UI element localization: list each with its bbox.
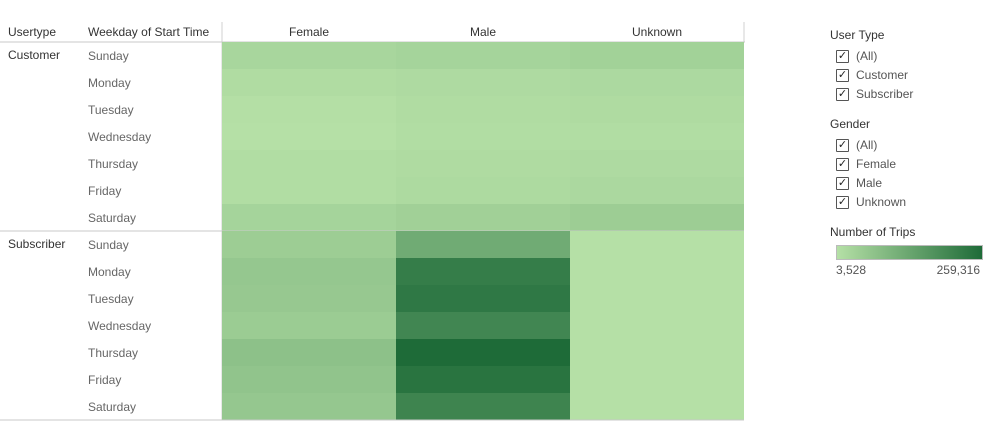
user-type-option-label: Customer	[856, 68, 909, 82]
heatmap-cell[interactable]	[222, 393, 396, 420]
heatmap-cell[interactable]	[396, 258, 570, 285]
color-legend-title: Number of Trips	[830, 225, 916, 239]
heatmap-cell[interactable]	[222, 339, 396, 366]
heatmap-cell[interactable]	[222, 204, 396, 231]
heatmap-cell[interactable]	[570, 285, 744, 312]
checkbox[interactable]: ✓	[836, 49, 849, 63]
heatmap-cell[interactable]	[396, 96, 570, 123]
weekday-label: Thursday	[88, 346, 139, 360]
checkmark-icon: ✓	[837, 157, 848, 170]
heatmap-cell[interactable]	[570, 231, 744, 258]
user-type-option[interactable]: ✓ Customer	[836, 67, 908, 83]
weekday-label: Monday	[88, 76, 131, 90]
heatmap-cell[interactable]	[396, 312, 570, 339]
color-ramp-max-label: 259,316	[936, 263, 980, 277]
checkmark-icon: ✓	[837, 87, 848, 100]
gender-option-label: Unknown	[856, 195, 907, 209]
checkbox[interactable]: ✓	[836, 68, 849, 82]
weekday-label: Friday	[88, 373, 122, 387]
usertype-label: Customer	[8, 48, 61, 62]
heatmap-cell[interactable]	[570, 123, 744, 150]
weekday-label: Sunday	[88, 49, 129, 63]
checkbox[interactable]: ✓	[836, 138, 849, 152]
heatmap-cell[interactable]	[222, 258, 396, 285]
user-type-option[interactable]: ✓ (All)	[836, 48, 877, 64]
user-type-option-label: Subscriber	[856, 87, 914, 101]
column-header: Male	[469, 25, 496, 39]
user-type-filter-title: User Type	[830, 28, 885, 42]
weekday-label: Saturday	[88, 400, 137, 414]
heatmap-cell[interactable]	[396, 150, 570, 177]
heatmap-cell[interactable]	[222, 231, 396, 258]
heatmap-cell[interactable]	[570, 69, 744, 96]
weekday-label: Wednesday	[88, 319, 152, 333]
user-type-option[interactable]: ✓ Subscriber	[836, 86, 913, 102]
heatmap-cell[interactable]	[222, 177, 396, 204]
heatmap-cell[interactable]	[570, 339, 744, 366]
weekday-label: Sunday	[88, 238, 129, 252]
heatmap-cell[interactable]	[222, 312, 396, 339]
heatmap-cell[interactable]	[222, 123, 396, 150]
weekday-label: Thursday	[88, 157, 139, 171]
gender-option[interactable]: ✓ Female	[836, 156, 896, 172]
checkmark-icon: ✓	[837, 195, 848, 208]
heatmap-cell[interactable]	[570, 42, 744, 69]
checkbox[interactable]: ✓	[836, 176, 849, 190]
weekday-label: Tuesday	[88, 103, 134, 117]
usertype-label: Subscriber	[8, 237, 66, 251]
heatmap-cell[interactable]	[396, 69, 570, 96]
checkmark-icon: ✓	[837, 138, 848, 151]
weekday-label: Tuesday	[88, 292, 134, 306]
gender-option[interactable]: ✓ Male	[836, 175, 882, 191]
gender-option-label: Male	[856, 176, 883, 190]
checkbox[interactable]: ✓	[836, 157, 849, 171]
heatmap-cell[interactable]	[396, 177, 570, 204]
usertype-header: Usertype	[8, 25, 57, 39]
heatmap-cell[interactable]	[396, 123, 570, 150]
heatmap-cell[interactable]	[570, 204, 744, 231]
checkmark-icon: ✓	[837, 49, 848, 62]
checkbox[interactable]: ✓	[836, 195, 849, 209]
color-ramp-bar	[836, 245, 983, 260]
heatmap-cell[interactable]	[222, 285, 396, 312]
checkmark-icon: ✓	[837, 68, 848, 81]
heatmap-cell[interactable]	[396, 231, 570, 258]
gender-option-label: Female	[856, 157, 897, 171]
heatmap-cell[interactable]	[222, 366, 396, 393]
user-type-option-label: (All)	[856, 49, 878, 63]
weekday-header: Weekday of Start Time	[88, 25, 210, 39]
heatmap-cell[interactable]	[396, 42, 570, 69]
checkmark-icon: ✓	[837, 176, 848, 189]
heatmap-cell[interactable]	[570, 312, 744, 339]
weekday-label: Friday	[88, 184, 122, 198]
weekday-label: Saturday	[88, 211, 137, 225]
heatmap-cell[interactable]	[222, 96, 396, 123]
color-ramp-min-label: 3,528	[836, 263, 867, 277]
heatmap-cell[interactable]	[396, 366, 570, 393]
heatmap-cell[interactable]	[570, 177, 744, 204]
gender-option[interactable]: ✓ (All)	[836, 137, 877, 153]
column-header: Unknown	[631, 25, 683, 39]
heatmap-cell[interactable]	[222, 42, 396, 69]
heatmap-cell[interactable]	[396, 285, 570, 312]
heatmap-cell[interactable]	[570, 150, 744, 177]
heatmap-cell[interactable]	[396, 339, 570, 366]
weekday-label: Monday	[88, 265, 131, 279]
gender-option-label: (All)	[856, 138, 878, 152]
weekday-label: Wednesday	[88, 130, 152, 144]
heatmap-cell[interactable]	[222, 69, 396, 96]
heatmap-cell[interactable]	[222, 150, 396, 177]
heatmap-cell[interactable]	[396, 393, 570, 420]
column-header: Female	[288, 25, 329, 39]
heatmap-cell[interactable]	[570, 366, 744, 393]
heatmap-cell[interactable]	[570, 96, 744, 123]
checkbox[interactable]: ✓	[836, 87, 849, 101]
heatmap-cell[interactable]	[570, 393, 744, 420]
gender-filter-title: Gender	[830, 117, 871, 131]
heatmap-cell[interactable]	[570, 258, 744, 285]
heatmap-cell[interactable]	[396, 204, 570, 231]
gender-option[interactable]: ✓ Unknown	[836, 194, 906, 210]
